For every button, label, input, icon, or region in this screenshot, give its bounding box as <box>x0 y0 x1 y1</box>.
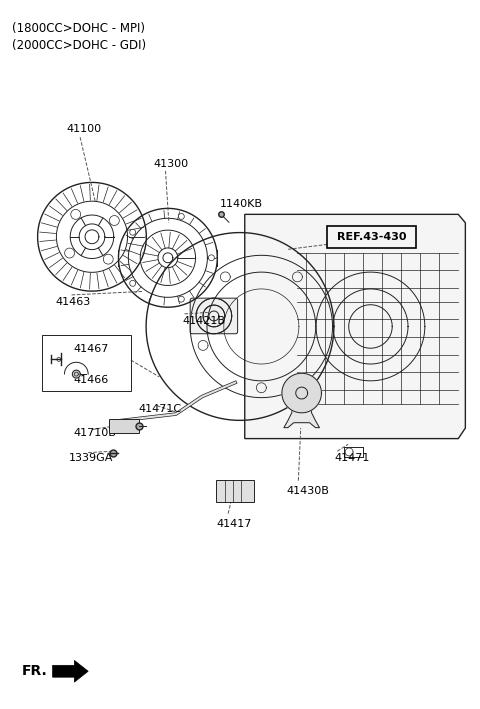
Circle shape <box>179 213 184 219</box>
Text: 41421B: 41421B <box>182 316 225 326</box>
Circle shape <box>103 255 113 264</box>
Polygon shape <box>282 373 322 413</box>
Bar <box>42 335 131 391</box>
Circle shape <box>130 280 136 286</box>
Bar <box>216 480 254 502</box>
Circle shape <box>109 216 120 225</box>
Circle shape <box>71 209 81 219</box>
Text: FR.: FR. <box>22 664 48 679</box>
Circle shape <box>179 296 184 302</box>
Text: (1800CC>DOHC - MPI)
(2000CC>DOHC - GDI): (1800CC>DOHC - MPI) (2000CC>DOHC - GDI) <box>12 21 146 52</box>
Text: 41417: 41417 <box>216 519 252 529</box>
Text: 41471: 41471 <box>335 453 370 463</box>
Bar <box>109 419 139 433</box>
Text: 41471C: 41471C <box>138 404 181 414</box>
Text: 41467: 41467 <box>73 344 108 354</box>
Circle shape <box>208 255 215 261</box>
Text: 41466: 41466 <box>73 376 108 386</box>
Polygon shape <box>72 370 80 378</box>
Text: 41463: 41463 <box>55 297 90 307</box>
FancyBboxPatch shape <box>190 298 238 334</box>
Text: 1339GA: 1339GA <box>69 453 114 463</box>
Text: REF.43-430: REF.43-430 <box>337 232 407 242</box>
Text: 41300: 41300 <box>154 159 189 169</box>
Circle shape <box>65 248 74 258</box>
Polygon shape <box>53 660 88 682</box>
Polygon shape <box>284 383 320 428</box>
Polygon shape <box>245 214 466 439</box>
Circle shape <box>130 229 136 235</box>
Text: 41100: 41100 <box>67 124 102 134</box>
Text: 41430B: 41430B <box>287 486 329 496</box>
FancyBboxPatch shape <box>327 226 416 247</box>
Text: 1140KB: 1140KB <box>220 199 263 209</box>
Text: 41710B: 41710B <box>73 428 116 438</box>
